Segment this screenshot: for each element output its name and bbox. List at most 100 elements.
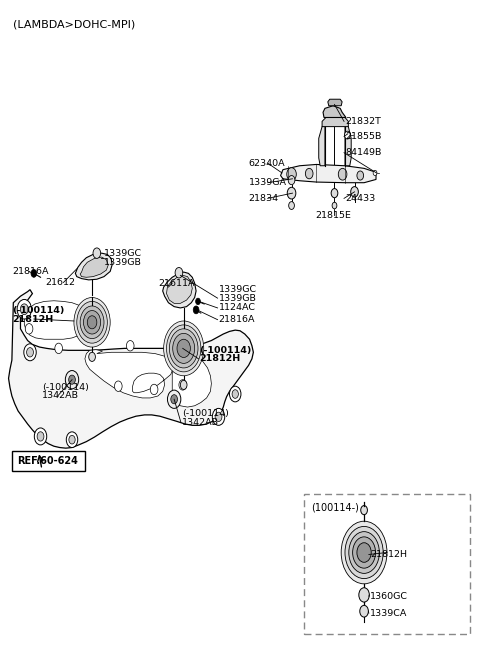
Circle shape	[169, 329, 198, 368]
Polygon shape	[75, 253, 112, 280]
Polygon shape	[172, 352, 211, 407]
Text: REF.60-624: REF.60-624	[17, 456, 78, 466]
Circle shape	[25, 324, 33, 334]
Circle shape	[150, 384, 158, 395]
Circle shape	[338, 168, 347, 180]
Circle shape	[173, 333, 195, 364]
Polygon shape	[281, 164, 376, 183]
Text: (-100114): (-100114)	[182, 409, 228, 418]
Text: 1124AC: 1124AC	[218, 303, 255, 312]
Polygon shape	[345, 124, 351, 166]
Text: 1342AB: 1342AB	[42, 392, 79, 400]
Circle shape	[229, 386, 241, 402]
Circle shape	[69, 436, 75, 444]
Circle shape	[74, 297, 110, 347]
Polygon shape	[80, 257, 108, 277]
Text: 21832T: 21832T	[345, 117, 381, 126]
Text: 1339GB: 1339GB	[218, 293, 256, 303]
Circle shape	[80, 306, 104, 339]
Circle shape	[288, 202, 294, 210]
Circle shape	[232, 390, 239, 398]
Circle shape	[34, 428, 47, 445]
Circle shape	[196, 298, 200, 305]
Text: 1342AB: 1342AB	[182, 418, 219, 426]
Circle shape	[93, 248, 101, 258]
Circle shape	[69, 375, 75, 384]
Circle shape	[193, 306, 199, 314]
Circle shape	[361, 506, 367, 515]
Circle shape	[353, 537, 375, 568]
Text: (-100114): (-100114)	[199, 346, 252, 355]
Circle shape	[55, 343, 62, 354]
Circle shape	[345, 527, 383, 578]
Circle shape	[332, 202, 337, 209]
Polygon shape	[322, 117, 348, 126]
Circle shape	[288, 176, 295, 185]
Text: 21855B: 21855B	[345, 132, 382, 141]
Polygon shape	[24, 301, 90, 339]
Circle shape	[177, 339, 191, 358]
Circle shape	[360, 605, 368, 617]
Polygon shape	[323, 105, 346, 117]
Circle shape	[84, 310, 101, 334]
Circle shape	[89, 352, 96, 362]
Circle shape	[168, 390, 181, 408]
Polygon shape	[328, 99, 342, 105]
Circle shape	[165, 343, 172, 354]
Circle shape	[212, 408, 225, 425]
Text: 24433: 24433	[345, 194, 375, 203]
Circle shape	[24, 344, 36, 361]
Circle shape	[287, 168, 296, 181]
Circle shape	[345, 131, 350, 139]
Text: 84149B: 84149B	[345, 148, 382, 157]
Circle shape	[215, 412, 222, 422]
Circle shape	[373, 170, 377, 176]
Circle shape	[331, 189, 338, 198]
Circle shape	[180, 381, 187, 390]
Circle shape	[349, 532, 379, 573]
Circle shape	[115, 381, 122, 392]
Circle shape	[66, 432, 78, 447]
Text: (-100114): (-100114)	[12, 306, 64, 315]
Text: 21815E: 21815E	[315, 211, 351, 220]
Circle shape	[77, 301, 108, 343]
Circle shape	[341, 521, 387, 584]
Circle shape	[305, 168, 313, 179]
Circle shape	[164, 321, 204, 376]
Polygon shape	[163, 272, 196, 308]
Text: 62340A: 62340A	[249, 159, 285, 168]
Circle shape	[359, 588, 369, 602]
Text: 1339GC: 1339GC	[104, 250, 142, 258]
Polygon shape	[9, 290, 253, 448]
Polygon shape	[319, 124, 325, 166]
Text: 21834: 21834	[249, 194, 279, 203]
Circle shape	[20, 304, 28, 314]
Text: 21816A: 21816A	[12, 267, 48, 276]
Text: 1360GC: 1360GC	[370, 591, 408, 601]
Circle shape	[171, 395, 178, 404]
Text: (100114-): (100114-)	[311, 502, 359, 512]
Circle shape	[17, 299, 32, 319]
Circle shape	[37, 432, 44, 441]
Text: (LAMBDA>DOHC-MPI): (LAMBDA>DOHC-MPI)	[13, 20, 135, 29]
Circle shape	[287, 187, 296, 199]
Text: (-100114): (-100114)	[42, 383, 89, 392]
Circle shape	[167, 325, 201, 372]
Circle shape	[179, 380, 187, 390]
Circle shape	[357, 171, 364, 180]
Circle shape	[65, 371, 79, 389]
Circle shape	[126, 341, 134, 351]
Text: 21812H: 21812H	[370, 550, 407, 559]
Text: 1339GA: 1339GA	[249, 178, 287, 187]
Text: 21812H: 21812H	[12, 314, 53, 324]
Text: 1339GB: 1339GB	[104, 258, 142, 267]
Circle shape	[26, 348, 34, 357]
Circle shape	[351, 187, 359, 197]
Circle shape	[31, 269, 36, 277]
Text: 1339GC: 1339GC	[218, 285, 257, 294]
Polygon shape	[85, 350, 173, 398]
Text: 21612: 21612	[45, 278, 75, 287]
Text: 21611A: 21611A	[158, 278, 194, 288]
Circle shape	[87, 316, 97, 329]
Circle shape	[357, 543, 371, 562]
